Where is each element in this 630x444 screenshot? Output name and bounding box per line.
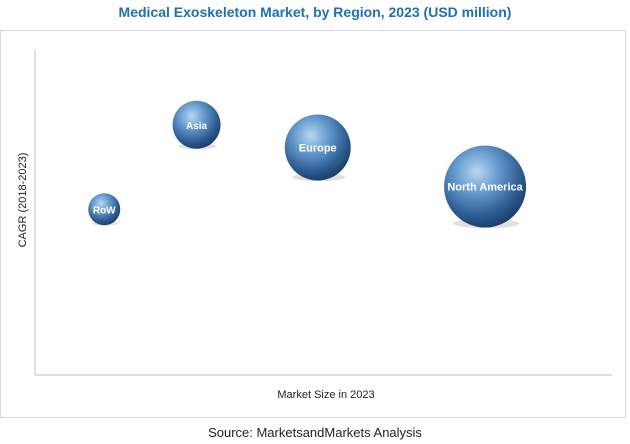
bubble-label-row: RoW (93, 205, 116, 216)
bubble-row (88, 193, 121, 226)
bubble-label-asia: Asia (186, 121, 208, 132)
bubble-chart: Market Size in 2023 CAGR (2018-2023) RoW… (17, 50, 612, 401)
chart-frame (0, 30, 626, 418)
bubble-label-europe: Europe (299, 143, 337, 155)
x-axis-label: Market Size in 2023 (277, 389, 374, 401)
y-axis-label: CAGR (2018-2023) (17, 153, 29, 248)
source-note: Source: MarketsandMarkets Analysis (208, 425, 422, 440)
bubble-europe (284, 114, 351, 181)
bubble-layer: RoW Asia Europe North America (88, 100, 527, 229)
bubble-asia (172, 100, 221, 149)
chart-title: Medical Exoskeleton Market, by Region, 2… (118, 4, 512, 20)
bubble-north-america (444, 145, 527, 228)
bubble-label-north-america: North America (447, 182, 523, 194)
